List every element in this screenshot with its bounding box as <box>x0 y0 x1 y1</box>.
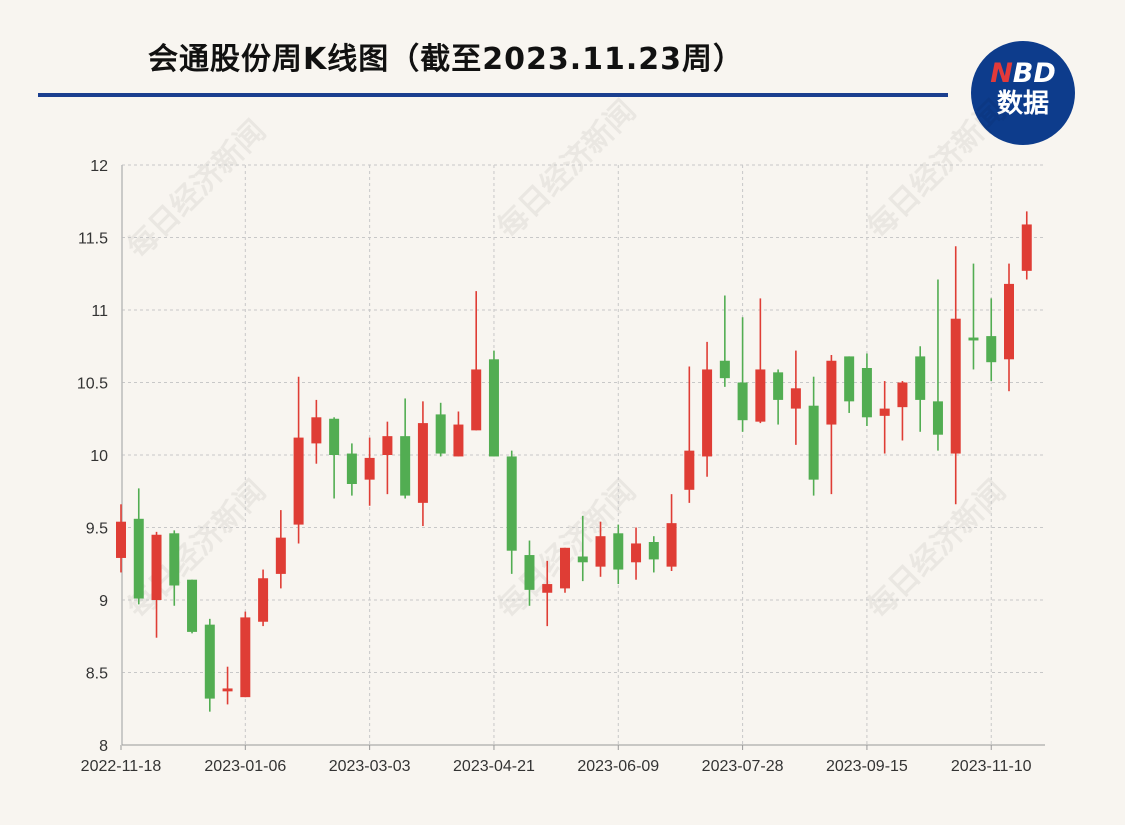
candle-body <box>737 382 748 421</box>
candle-body <box>133 518 144 599</box>
candle-body <box>400 436 411 496</box>
candle-body <box>915 356 926 400</box>
candle-body <box>240 617 251 698</box>
title-underline <box>38 93 948 97</box>
candle-body <box>116 521 126 558</box>
candle-body <box>773 372 784 400</box>
y-tick-label: 8.5 <box>86 666 108 683</box>
candle-body <box>453 424 464 457</box>
candle-body <box>471 369 482 431</box>
candle-body <box>151 534 162 600</box>
candle-body <box>542 584 553 593</box>
candle-body <box>577 556 588 563</box>
candle-body <box>950 318 961 454</box>
candle-body <box>293 437 304 525</box>
x-tick-label: 2023-07-28 <box>702 758 784 775</box>
candle-body <box>488 359 499 457</box>
candle-body <box>719 360 730 379</box>
candle-body <box>417 423 428 503</box>
candle-body <box>258 578 269 622</box>
candle-body <box>808 405 819 480</box>
y-tick-label: 8 <box>99 738 108 755</box>
candle-body <box>204 624 215 699</box>
chart-title: 会通股份周K线图（截至2023.11.23周） <box>148 42 745 77</box>
y-tick-label: 9 <box>99 593 108 610</box>
candle-body <box>187 579 198 632</box>
watermark: 每日经济新闻 <box>121 114 273 266</box>
candle-body <box>897 382 908 408</box>
candle-body <box>524 555 535 590</box>
candle-body <box>790 388 801 409</box>
candle-body <box>311 417 322 444</box>
x-tick-label: 2022-11-18 <box>81 758 162 775</box>
candle-body <box>986 336 997 363</box>
x-tick-label: 2023-04-21 <box>453 758 535 775</box>
candle-body <box>684 450 695 490</box>
watermark: 每日经济新闻 <box>861 94 1013 246</box>
candle-body <box>435 414 446 454</box>
candle-body <box>631 543 642 563</box>
candle-body <box>826 360 837 425</box>
watermark: 每日经济新闻 <box>861 474 1013 626</box>
y-tick-label: 10.5 <box>77 376 108 393</box>
y-tick-label: 11.5 <box>78 231 108 248</box>
candle-body <box>844 356 855 402</box>
candle-body <box>861 368 872 418</box>
nbd-logo: NBD 数据 <box>971 41 1075 145</box>
candle-body <box>1004 283 1014 360</box>
x-tick-label: 2023-06-09 <box>577 758 659 775</box>
candle-body <box>932 401 943 435</box>
candle-body <box>169 533 180 586</box>
y-tick-label: 11 <box>91 303 108 320</box>
candle-body <box>613 533 624 570</box>
candle-body <box>879 408 890 416</box>
candle-body <box>382 436 393 455</box>
candle-body <box>222 688 233 692</box>
candle-body <box>506 456 517 551</box>
x-tick-label: 2023-01-06 <box>204 758 286 775</box>
watermark: 每日经济新闻 <box>491 94 643 246</box>
candle-body <box>666 523 677 567</box>
x-tick-label: 2023-11-10 <box>951 758 1032 775</box>
candle-body <box>702 369 713 457</box>
candle-body <box>364 457 375 480</box>
candle-body <box>346 453 357 484</box>
x-tick-label: 2023-09-15 <box>826 758 908 775</box>
candle-body <box>648 542 659 560</box>
candle-body <box>595 536 606 567</box>
y-tick-label: 9.5 <box>86 521 108 538</box>
x-tick-label: 2023-03-03 <box>329 758 411 775</box>
candle-body <box>968 337 979 341</box>
candle-body <box>275 537 286 574</box>
candle-body <box>560 547 570 589</box>
y-tick-label: 12 <box>90 158 108 175</box>
y-tick-label: 10 <box>90 448 108 465</box>
candle-body <box>1021 224 1032 271</box>
candle-body <box>755 369 766 422</box>
candle-body <box>329 418 340 455</box>
